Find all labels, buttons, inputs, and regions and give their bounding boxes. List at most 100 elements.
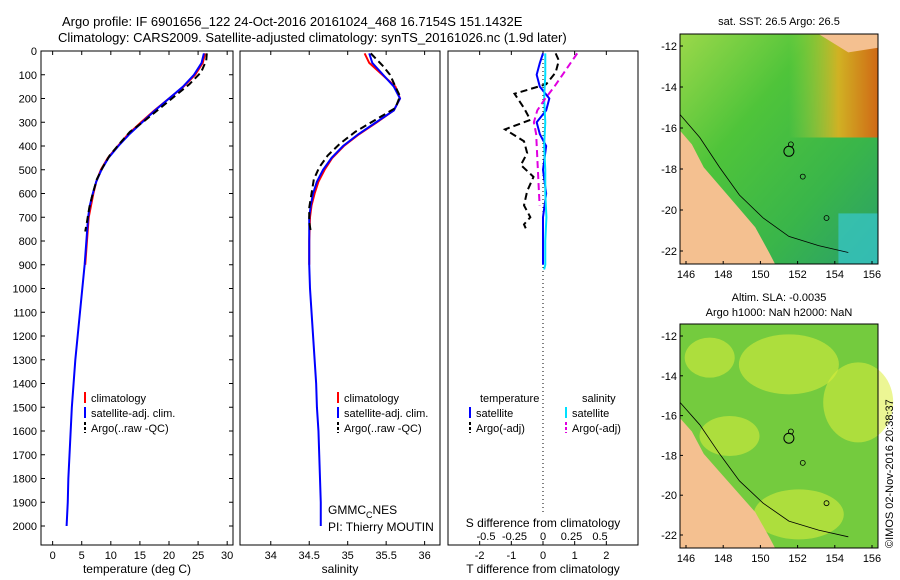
y-tick-label: 600 xyxy=(19,189,37,201)
sla-anomaly xyxy=(753,489,844,540)
x-tick-label: 146 xyxy=(677,553,695,565)
panel-salinity-profile: 34 34.5 35 35.5 36 salinity climatology satelli… xyxy=(239,50,441,576)
coastline-land xyxy=(680,130,776,264)
gmmc-label: GMMCCNES xyxy=(328,503,397,520)
legend-title: salinity xyxy=(582,393,616,405)
y-tick-label: 400 xyxy=(19,141,37,153)
x-tick-label: 152 xyxy=(788,553,806,565)
x-tick-label: 150 xyxy=(751,553,769,565)
x-tick-label: 36 xyxy=(418,550,430,562)
x-tick-label: 1 xyxy=(572,550,578,562)
y-tick-label: 200 xyxy=(19,94,37,106)
y-tick-label: 900 xyxy=(19,260,37,272)
y-tick-label: -22 xyxy=(661,530,677,542)
x2-tick-label: 0 xyxy=(540,531,546,543)
sla-anomaly xyxy=(738,334,839,395)
x-axis-label: temperature (deg C) xyxy=(83,562,191,576)
x-tick-label: 146 xyxy=(677,269,695,281)
x-tick-label: 2 xyxy=(603,550,609,562)
y-tick-label: 1200 xyxy=(13,331,37,343)
x-tick-label: 0 xyxy=(50,550,56,562)
y-tick-label: -20 xyxy=(661,205,677,217)
y-tick-label: 1600 xyxy=(13,426,37,438)
x2-tick-label: 0.25 xyxy=(561,531,582,543)
legend-label: satellite-adj. clim. xyxy=(344,408,428,420)
y-tick-label: 1800 xyxy=(13,474,37,486)
series-line xyxy=(308,52,402,232)
bathymetry-contour xyxy=(679,114,849,253)
argo-position-marker xyxy=(783,145,795,157)
legend-label: Argo(-adj) xyxy=(572,423,621,435)
argo-position-marker xyxy=(783,432,795,444)
x-axis-label: T difference from climatology xyxy=(466,562,620,576)
y-tick-label: -16 xyxy=(661,411,677,423)
y-tick-label: 300 xyxy=(19,117,37,129)
panel-temperature-profile: 0100200300400500600700800900100011001200… xyxy=(13,46,234,576)
map-frame xyxy=(679,33,879,265)
y-tick-label: 500 xyxy=(19,165,37,177)
y-tick-label: 1500 xyxy=(13,402,37,414)
x-tick-label: 148 xyxy=(714,553,732,565)
legend-title: temperature xyxy=(480,393,539,405)
x-tick-label: 152 xyxy=(788,269,806,281)
x-tick-label: 0 xyxy=(540,550,546,562)
figure-title-line1: Argo profile: IF 6901656_122 24-Oct-2016… xyxy=(62,14,523,29)
y-tick-label: 700 xyxy=(19,212,37,224)
series-line xyxy=(543,53,548,270)
y-tick-label: -14 xyxy=(661,82,677,94)
y-tick-label: 800 xyxy=(19,236,37,248)
x-tick-label: 20 xyxy=(163,550,175,562)
y-tick-label: -12 xyxy=(661,41,677,53)
legend-label: Argo(..raw -QC) xyxy=(91,423,169,435)
sla-anomaly xyxy=(684,337,735,378)
x-tick-label: 30 xyxy=(221,550,233,562)
x2-axis-label: S difference from climatology xyxy=(466,516,621,530)
x-tick-label: 5 xyxy=(79,550,85,562)
sst-warm-band xyxy=(680,34,878,138)
y-tick-label: 1000 xyxy=(13,284,37,296)
x-tick-label: 34 xyxy=(265,550,277,562)
map-frame xyxy=(679,323,879,549)
reef-contour xyxy=(799,173,806,180)
y-tick-label: 1900 xyxy=(13,497,37,509)
y-tick-label: 1300 xyxy=(13,355,37,367)
y-tick-label: -16 xyxy=(661,123,677,135)
legend-label: satellite xyxy=(572,408,609,420)
reef-contour xyxy=(823,500,830,507)
sst-map-title: sat. SST: 26.5 Argo: 26.5 xyxy=(718,16,840,28)
x-tick-label: 150 xyxy=(751,269,769,281)
legend-label: satellite xyxy=(476,408,513,420)
plot-frame xyxy=(40,50,234,546)
y-tick-label: 0 xyxy=(31,46,37,58)
pi-label: PI: Thierry MOUTIN xyxy=(328,520,434,534)
reef-contour xyxy=(799,459,806,466)
x-tick-label: 156 xyxy=(863,553,881,565)
legend-label: Argo(-adj) xyxy=(476,423,525,435)
x-tick-label: 148 xyxy=(714,269,732,281)
series-line xyxy=(502,52,560,232)
figure-title-line2: Climatology: CARS2009. Satellite-adjuste… xyxy=(58,30,567,45)
x-tick-label: 156 xyxy=(863,269,881,281)
sla-anomaly xyxy=(823,362,894,443)
legend-label: climatology xyxy=(91,393,147,405)
x-tick-label: 25 xyxy=(192,550,204,562)
y-tick-label: -20 xyxy=(661,490,677,502)
x2-tick-label: -0.25 xyxy=(502,531,527,543)
y-tick-label: -12 xyxy=(661,331,677,343)
x2-tick-label: 0.5 xyxy=(592,531,607,543)
y-tick-label: -18 xyxy=(661,450,677,462)
y-tick-label: 2000 xyxy=(13,521,37,533)
x-tick-label: 154 xyxy=(826,553,844,565)
y-tick-label: -18 xyxy=(661,164,677,176)
legend-label: satellite-adj. clim. xyxy=(91,408,175,420)
x-tick-label: -1 xyxy=(506,550,516,562)
x2-tick-label: -0.5 xyxy=(477,531,496,543)
legend-label: climatology xyxy=(344,393,400,405)
series-line xyxy=(84,53,208,232)
y-tick-label: 1100 xyxy=(13,307,37,319)
coastline-land xyxy=(680,418,776,548)
y-tick-label: 1700 xyxy=(13,450,37,462)
panel-difference-profile: -2 -1 0 1 2T difference from climatology -0.5… xyxy=(447,50,639,576)
